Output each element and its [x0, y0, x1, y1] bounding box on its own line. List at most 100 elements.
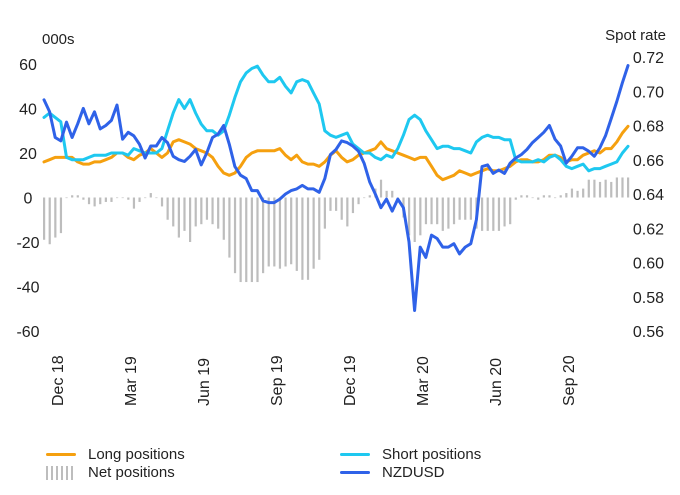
- net-position-bar: [93, 197, 96, 207]
- net-position-bar: [542, 195, 545, 198]
- net-positions-bars: [43, 177, 630, 283]
- net-position-bar: [368, 195, 371, 198]
- net-position-bar: [110, 197, 113, 202]
- net-position-bar: [127, 197, 130, 200]
- net-position-bar: [503, 197, 506, 227]
- net-position-bar: [537, 197, 540, 200]
- net-position-bar: [273, 197, 276, 267]
- nzdusd-swatch: [340, 471, 370, 474]
- legend-short-positions: Short positions: [340, 446, 481, 463]
- nzdusd-line: [42, 64, 630, 312]
- right-axis-title: Spot rate: [605, 27, 666, 44]
- net-position-bar: [262, 197, 265, 274]
- net-position-bar: [587, 179, 590, 198]
- net-position-bar: [621, 177, 624, 198]
- net-position-bar: [576, 190, 579, 198]
- net-position-bar: [233, 197, 237, 274]
- net-position-bar: [166, 197, 169, 220]
- net-position-bar: [211, 197, 214, 225]
- net-position-bar: [593, 179, 596, 198]
- net-position-bar: [301, 197, 304, 280]
- net-position-bar: [71, 195, 74, 198]
- net-position-bar: [357, 197, 360, 205]
- net-position-bar: [469, 197, 472, 220]
- net-position-bar: [430, 197, 433, 225]
- net-position-bar: [351, 197, 355, 214]
- x-tick-label: Jun 19: [196, 358, 213, 406]
- right-tick-label: 0.58: [633, 290, 664, 307]
- net-position-bar: [570, 188, 574, 198]
- net-position-bar: [452, 197, 456, 225]
- net-position-bar: [548, 195, 551, 198]
- net-position-bar: [335, 197, 338, 211]
- net-position-bar: [306, 197, 310, 280]
- net-position-bar: [239, 197, 242, 283]
- net-position-bar: [65, 197, 68, 199]
- right-tick-label: 0.64: [633, 187, 664, 204]
- net-position-bar: [149, 193, 152, 198]
- net-position-bar: [458, 197, 461, 220]
- net-position-bar: [205, 197, 209, 220]
- right-tick-label: 0.70: [633, 84, 664, 101]
- net-position-bar: [312, 197, 315, 269]
- net-position-bar: [340, 197, 343, 220]
- net-position-bar: [160, 197, 164, 207]
- net-position-bar: [318, 197, 321, 260]
- legend-label-short: Short positions: [382, 446, 482, 463]
- net-position-bar: [256, 197, 259, 283]
- net-position-bar: [363, 197, 366, 199]
- net-position-bar: [346, 197, 349, 227]
- left-tick-label: 0: [24, 191, 33, 208]
- net-position-bar: [43, 197, 46, 240]
- left-axis-title: 000s: [42, 31, 75, 48]
- net-position-bar: [329, 197, 332, 211]
- net-position-bar: [525, 195, 529, 198]
- x-tick-label: Mar 20: [415, 356, 432, 406]
- net-position-bar: [245, 197, 248, 283]
- left-tick-label: 60: [19, 57, 37, 74]
- net-position-bar: [177, 197, 180, 238]
- net-position-bar: [99, 197, 102, 205]
- net-position-bar: [138, 197, 141, 202]
- chart-lines: [42, 64, 630, 312]
- legend-label-nzdusd: NZDUSD: [382, 464, 445, 481]
- net-position-bar: [59, 197, 63, 234]
- left-tick-label: -40: [16, 280, 39, 297]
- net-position-bar: [155, 197, 158, 199]
- net-position-bar: [514, 197, 517, 200]
- net-position-bar: [604, 179, 607, 198]
- net-position-bar: [295, 197, 298, 271]
- legend-label-net: Net positions: [88, 464, 175, 481]
- net-position-bar: [54, 197, 57, 238]
- net-position-bar: [290, 197, 293, 265]
- net-position-bar: [172, 197, 175, 227]
- short-positions-swatch: [340, 453, 370, 456]
- net-position-bar: [486, 197, 489, 231]
- net-position-bar: [189, 197, 192, 242]
- net-position-bar: [228, 197, 231, 258]
- net-position-bar: [267, 197, 270, 267]
- net-position-bar: [520, 195, 523, 198]
- net-position-bar: [278, 197, 282, 269]
- right-tick-label: 0.62: [633, 221, 664, 238]
- net-position-bar: [492, 197, 495, 231]
- net-position-bar: [284, 197, 287, 267]
- net-position-bar: [48, 197, 51, 245]
- net-position-bar: [424, 197, 428, 225]
- short-positions-line: [42, 64, 630, 173]
- net-position-bar: [610, 181, 613, 198]
- x-tick-label: Sep 20: [561, 355, 578, 406]
- right-tick-label: 0.72: [633, 50, 664, 67]
- long-positions-swatch: [46, 453, 76, 456]
- net-position-bar: [413, 197, 416, 242]
- net-position-bar: [104, 197, 107, 202]
- left-axis-ticks: 60 40 20 0 -20 -40 -60: [16, 57, 39, 341]
- left-tick-label: -60: [16, 324, 39, 341]
- net-position-bar: [598, 181, 602, 198]
- net-position-bar: [144, 197, 147, 199]
- net-position-bar: [531, 197, 534, 199]
- net-position-bar: [200, 197, 203, 225]
- legend-net-positions: Net positions: [46, 464, 175, 481]
- right-tick-label: 0.66: [633, 153, 664, 170]
- net-position-bar: [582, 188, 585, 198]
